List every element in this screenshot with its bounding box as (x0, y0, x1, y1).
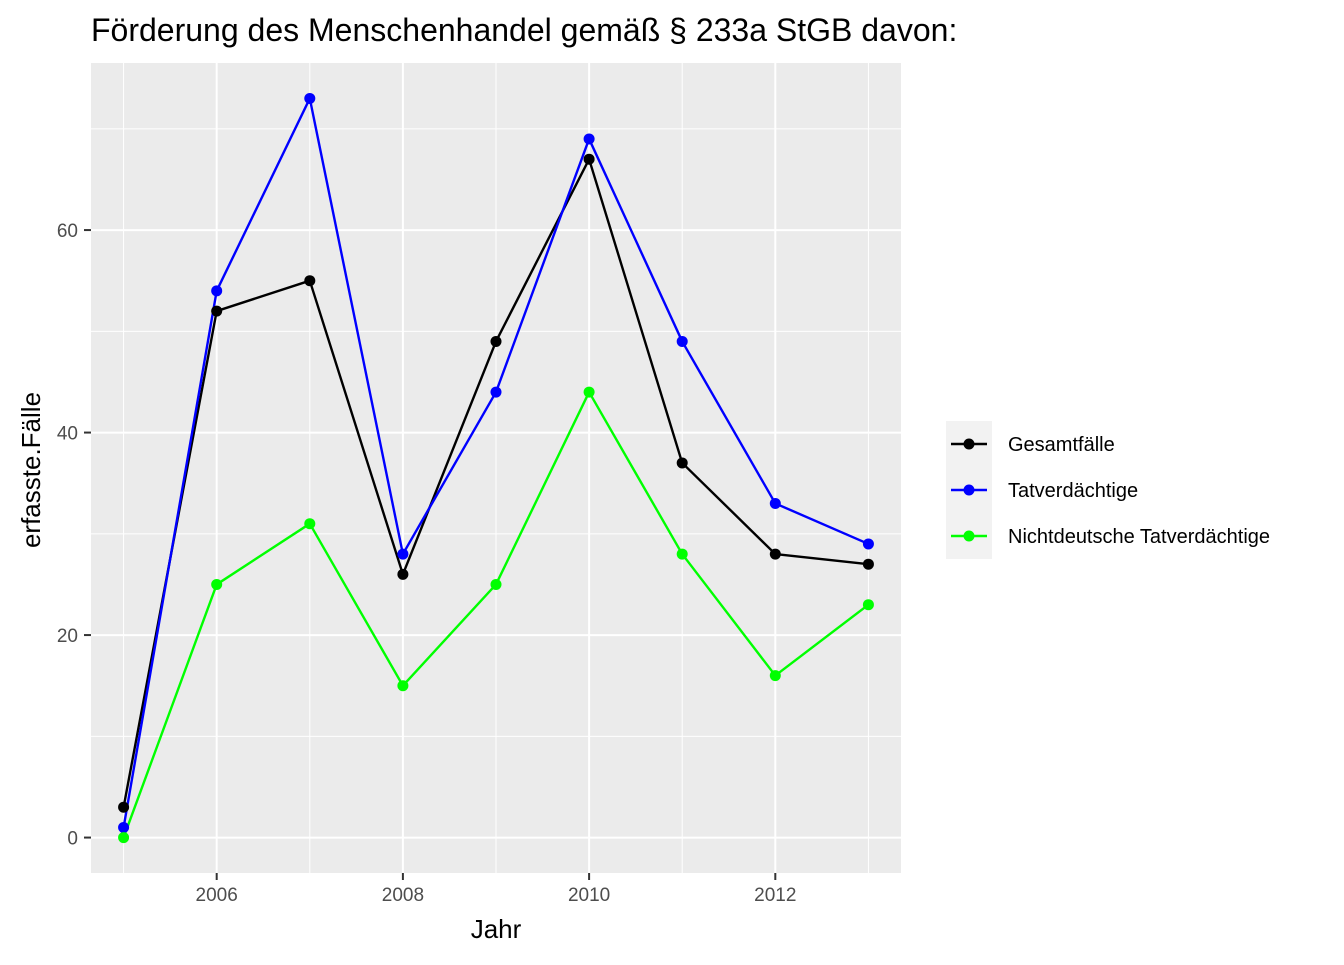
data-point (304, 275, 316, 287)
legend: Gesamtfälle Tatverdächtige Nichtdeutsche T… (946, 421, 1270, 559)
data-point (304, 92, 316, 104)
x-tick-label: 2006 (196, 885, 238, 906)
y-axis: 0 20 40 60 (57, 221, 91, 850)
data-point (118, 832, 130, 844)
x-tick-label: 2012 (754, 885, 796, 906)
x-axis-title: Jahr (471, 914, 522, 944)
y-tick-label: 20 (57, 626, 78, 647)
series-points (118, 92, 874, 844)
legend-label: Nichtdeutsche Tatverdächtige (1008, 526, 1270, 548)
chart-title: Förderung des Menschenhandel gemäß § 233… (91, 12, 957, 48)
data-point (676, 335, 688, 347)
y-tick-label: 60 (57, 221, 78, 242)
legend-key-point (963, 484, 975, 496)
data-point (583, 386, 595, 398)
x-axis: 2006 2008 2010 2012 (196, 873, 796, 906)
data-point (676, 457, 688, 469)
legend-label: Gesamtfälle (1008, 434, 1115, 456)
data-point (211, 578, 223, 590)
legend-key-point (963, 438, 975, 450)
legend-label: Tatverdächtige (1008, 480, 1138, 502)
y-tick-label: 0 (67, 829, 78, 850)
data-point (862, 599, 874, 611)
data-point (769, 548, 781, 560)
legend-key-point (963, 530, 975, 542)
grid-minor (91, 63, 901, 873)
data-point (862, 538, 874, 550)
data-point (304, 518, 316, 530)
data-point (397, 680, 409, 692)
y-tick-label: 40 (57, 424, 78, 445)
data-point (118, 801, 130, 813)
data-point (397, 568, 409, 580)
data-point (490, 335, 502, 347)
data-point (211, 305, 223, 317)
data-point (862, 558, 874, 570)
grid-major (91, 63, 901, 873)
data-point (211, 285, 223, 297)
x-tick-label: 2010 (568, 885, 610, 906)
data-point (583, 153, 595, 165)
data-point (769, 670, 781, 682)
data-point (397, 548, 409, 560)
data-point (769, 497, 781, 509)
data-point (118, 821, 130, 833)
data-point (490, 386, 502, 398)
data-point (490, 578, 502, 590)
y-axis-title: erfasste.Fälle (16, 392, 46, 548)
data-point (583, 133, 595, 145)
x-tick-label: 2008 (382, 885, 424, 906)
data-point (676, 548, 688, 560)
